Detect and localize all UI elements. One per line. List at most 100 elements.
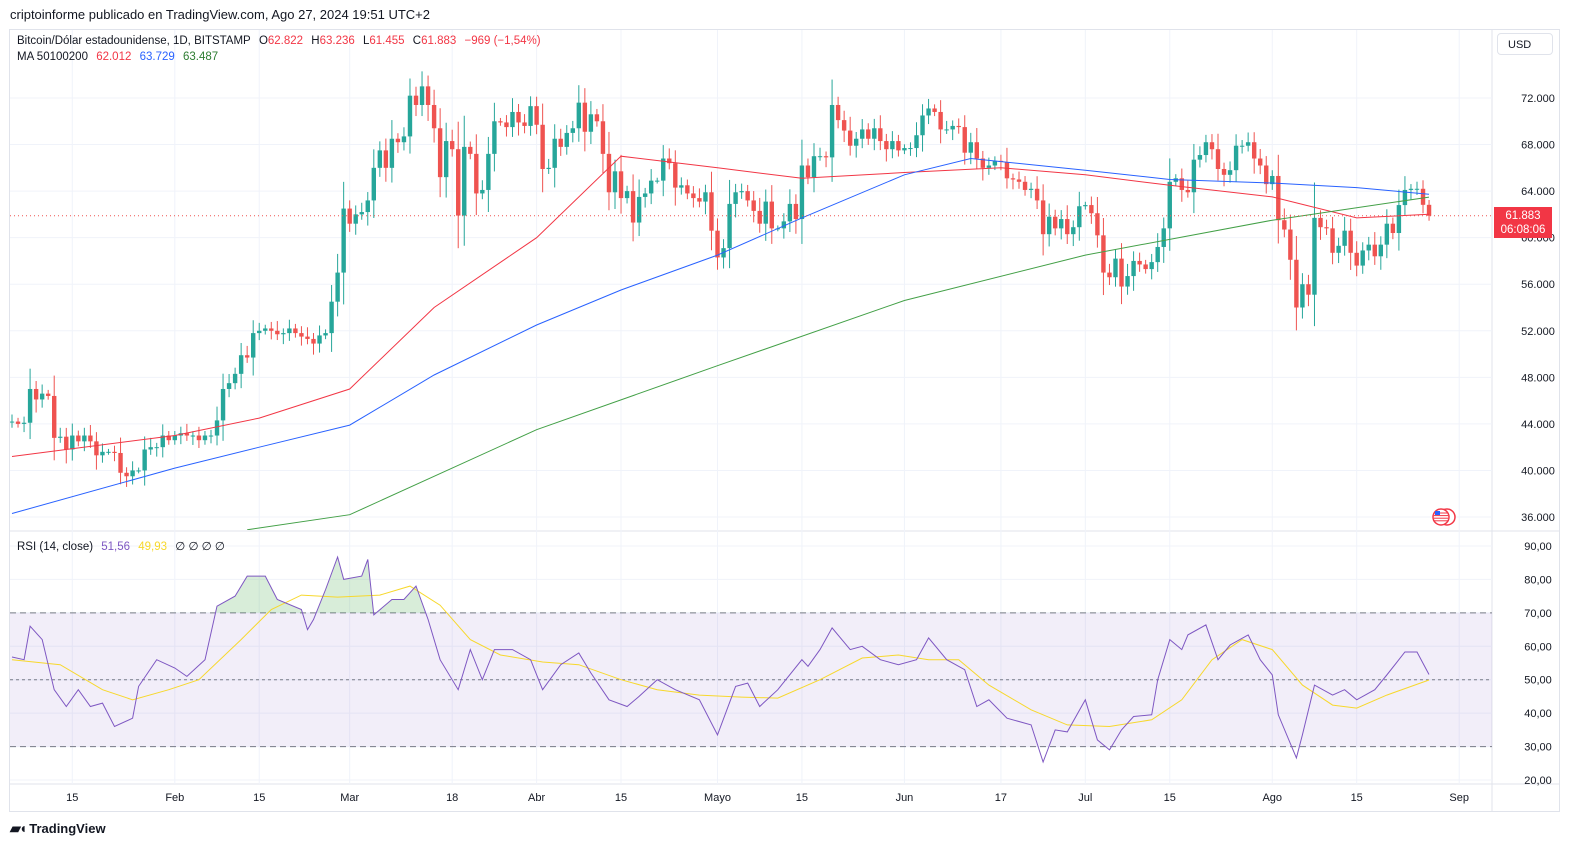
candle <box>878 115 883 151</box>
candle-body <box>1215 149 1221 169</box>
candle-body <box>600 121 606 154</box>
candle-body <box>88 435 93 442</box>
candle-body <box>878 128 883 142</box>
high-value: 63.236 <box>319 35 355 47</box>
candle <box>938 100 943 144</box>
candle-body <box>950 125 955 130</box>
ma-label[interactable]: MA 50100200 <box>17 51 88 63</box>
candle-body <box>317 335 322 344</box>
candle-body <box>1251 142 1257 159</box>
candle <box>1420 180 1426 214</box>
candle-body <box>811 156 817 178</box>
candle <box>606 131 612 211</box>
candle <box>359 202 364 220</box>
candle <box>540 103 545 193</box>
candle <box>389 120 395 183</box>
x-tick-label: 15 <box>1164 792 1176 804</box>
x-tick-label: 15 <box>615 792 627 804</box>
candle <box>1016 171 1022 189</box>
candle-body <box>39 393 45 400</box>
candle <box>661 145 666 197</box>
candle-body <box>1155 246 1160 263</box>
candle-body <box>655 180 660 182</box>
tradingview-logo[interactable]: ▰◖ TradingView <box>10 820 106 837</box>
price-tick-label: 64.000 <box>1521 186 1555 198</box>
candle <box>1179 168 1185 202</box>
candle <box>636 179 642 237</box>
candle-body <box>884 141 889 150</box>
candle <box>1125 263 1130 295</box>
candle-body <box>685 185 690 194</box>
candle-body <box>64 436 69 450</box>
candle <box>425 75 431 121</box>
candle <box>166 430 171 445</box>
candle <box>980 150 986 181</box>
candle <box>257 322 262 341</box>
candle-body <box>1077 206 1082 228</box>
candle-body <box>612 171 618 193</box>
candle <box>1052 209 1058 236</box>
candle <box>1300 273 1305 319</box>
rsi-tick-label: 50,00 <box>1524 675 1552 687</box>
candle <box>1264 156 1269 194</box>
candle-body <box>1161 228 1166 247</box>
candle <box>1245 132 1251 152</box>
candle <box>52 375 57 461</box>
candle-body <box>739 191 744 193</box>
candle <box>1348 218 1353 270</box>
candle-body <box>576 102 582 129</box>
candle <box>890 131 895 159</box>
candle <box>251 320 256 376</box>
rsi-label[interactable]: RSI (14, close) <box>17 541 94 553</box>
candle-body <box>799 165 805 220</box>
candle-body <box>52 395 57 438</box>
candle-body <box>594 114 600 122</box>
candle-body <box>305 336 310 339</box>
candle-body <box>1294 259 1299 308</box>
candle <box>21 416 27 433</box>
candle <box>558 128 563 156</box>
candle-body <box>347 208 352 224</box>
candle-body <box>1233 145 1239 171</box>
candle <box>1318 210 1323 240</box>
candle <box>1083 201 1088 210</box>
candle-body <box>648 180 654 194</box>
candle-body <box>172 435 178 441</box>
candle-body <box>474 153 479 194</box>
candle <box>1360 242 1365 274</box>
candle <box>691 186 696 208</box>
candle <box>534 96 539 135</box>
candle-body <box>962 127 967 153</box>
candle <box>1336 237 1341 264</box>
candle-body <box>1203 142 1209 156</box>
candle-body <box>371 167 376 201</box>
candle <box>787 189 793 233</box>
candle-body <box>1016 179 1022 182</box>
candle <box>648 169 654 205</box>
candle <box>449 129 455 157</box>
x-tick-label: Jul <box>1078 792 1092 804</box>
candle <box>769 185 774 244</box>
candle <box>1324 219 1329 235</box>
x-tick-label: 15 <box>66 792 78 804</box>
candle-body <box>745 191 750 201</box>
candle-body <box>992 160 998 166</box>
candle <box>914 122 919 158</box>
symbol-title[interactable]: Bitcoin/Dólar estadounidense, 1D, BITSTA… <box>17 35 251 47</box>
candle-body <box>516 111 521 123</box>
rsi-tick-label: 40,00 <box>1524 708 1552 720</box>
candle-body <box>829 104 835 158</box>
candle-body <box>437 128 443 178</box>
candle-body <box>443 141 449 178</box>
candle <box>721 239 726 269</box>
candle <box>492 102 497 172</box>
candle-body <box>908 148 913 150</box>
currency-button[interactable]: USD <box>1497 33 1553 55</box>
candle <box>974 128 979 169</box>
candle-body <box>522 122 527 126</box>
candle-body <box>618 171 624 199</box>
candle-body <box>558 138 563 147</box>
candle-body <box>377 150 383 168</box>
candle <box>956 118 961 134</box>
